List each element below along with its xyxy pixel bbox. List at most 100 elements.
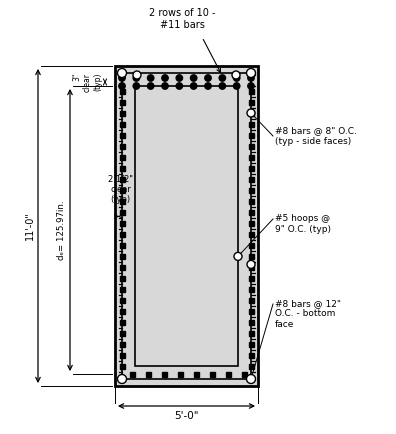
Circle shape (246, 69, 255, 78)
Circle shape (133, 71, 141, 79)
Bar (120, 198, 124, 204)
Bar (120, 231, 124, 237)
Circle shape (248, 83, 254, 89)
Bar (120, 89, 124, 93)
Bar (249, 187, 253, 193)
Circle shape (176, 75, 183, 81)
Circle shape (234, 253, 242, 260)
Bar (249, 309, 253, 313)
Bar (120, 264, 124, 270)
Bar (249, 264, 253, 270)
Bar (249, 243, 253, 247)
Circle shape (232, 71, 240, 79)
Bar (249, 165, 253, 171)
Circle shape (119, 83, 125, 89)
Circle shape (219, 83, 226, 89)
Bar (120, 144, 124, 148)
Bar (120, 220, 124, 226)
Circle shape (133, 83, 139, 89)
Circle shape (205, 75, 211, 81)
Bar (249, 231, 253, 237)
Circle shape (119, 75, 125, 81)
Bar (249, 99, 253, 105)
Bar (249, 132, 253, 138)
Bar (120, 165, 124, 171)
Bar (249, 319, 253, 325)
Bar (249, 220, 253, 226)
Bar (194, 372, 198, 377)
Circle shape (147, 83, 154, 89)
Bar (120, 210, 124, 214)
Bar (249, 122, 253, 126)
Bar (120, 276, 124, 280)
Bar (120, 331, 124, 335)
Text: dₑ= 125.97in.: dₑ= 125.97in. (57, 200, 67, 260)
Bar (120, 352, 124, 358)
Circle shape (162, 83, 168, 89)
Text: 3"
clear
(typ): 3" clear (typ) (72, 72, 102, 92)
Bar (249, 286, 253, 292)
Text: #8 bars @ 8" O.C.
(typ - side faces): #8 bars @ 8" O.C. (typ - side faces) (275, 126, 357, 146)
Circle shape (133, 75, 139, 81)
Bar (120, 342, 124, 346)
Bar (249, 297, 253, 302)
Circle shape (147, 75, 154, 81)
Bar (249, 352, 253, 358)
Bar (249, 111, 253, 115)
Bar (120, 187, 124, 193)
Bar (120, 132, 124, 138)
Bar (120, 319, 124, 325)
Bar (249, 342, 253, 346)
Text: 2 1/2"
clear
(typ): 2 1/2" clear (typ) (108, 174, 133, 204)
Circle shape (162, 75, 168, 81)
Bar (162, 372, 166, 377)
Bar (249, 331, 253, 335)
Bar (249, 210, 253, 214)
Bar (122, 73, 251, 379)
Text: #5 hoops @
9" O.C. (typ): #5 hoops @ 9" O.C. (typ) (275, 214, 331, 233)
Bar (145, 372, 150, 377)
Bar (249, 177, 253, 181)
Circle shape (246, 375, 255, 384)
Circle shape (118, 69, 126, 78)
Text: #8 bars @ 12"
O.C. - bottom
face: #8 bars @ 12" O.C. - bottom face (275, 299, 341, 329)
Circle shape (234, 83, 240, 89)
Bar (249, 144, 253, 148)
Bar (135, 86, 238, 366)
Circle shape (118, 375, 126, 384)
Circle shape (248, 75, 254, 81)
Circle shape (190, 83, 197, 89)
Bar (120, 286, 124, 292)
Text: 2 rows of 10 -
#11 bars: 2 rows of 10 - #11 bars (149, 8, 215, 30)
Bar (177, 372, 183, 377)
Bar (120, 155, 124, 160)
Bar (120, 309, 124, 313)
Circle shape (247, 260, 255, 268)
Bar (115, 66, 258, 386)
Bar (120, 111, 124, 115)
Bar (209, 372, 215, 377)
Circle shape (205, 83, 211, 89)
Bar (129, 372, 135, 377)
Bar (225, 372, 230, 377)
Bar (249, 253, 253, 259)
Bar (120, 177, 124, 181)
Circle shape (190, 75, 197, 81)
Text: 11'-0": 11'-0" (25, 211, 35, 240)
Bar (120, 253, 124, 259)
Bar (120, 243, 124, 247)
Bar (249, 364, 253, 368)
Bar (249, 276, 253, 280)
Bar (120, 122, 124, 126)
Circle shape (234, 75, 240, 81)
Text: 5'-0": 5'-0" (174, 411, 199, 421)
Bar (249, 89, 253, 93)
Bar (249, 155, 253, 160)
Bar (242, 372, 246, 377)
Bar (249, 198, 253, 204)
Circle shape (247, 109, 255, 117)
Bar (120, 364, 124, 368)
Bar (120, 99, 124, 105)
Bar (120, 297, 124, 302)
Circle shape (219, 75, 226, 81)
